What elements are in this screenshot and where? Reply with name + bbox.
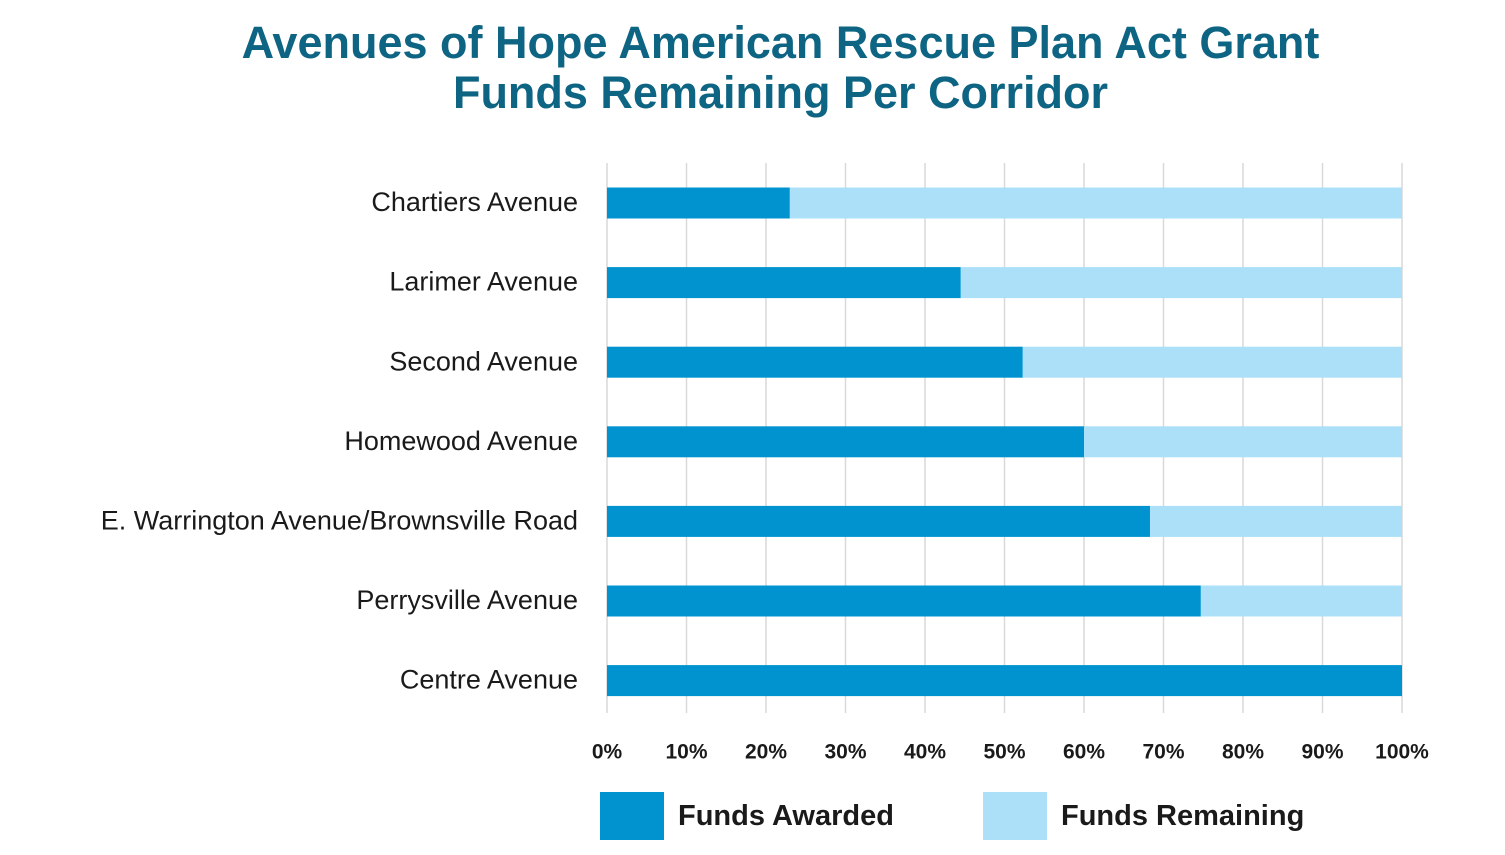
legend-item-funds-awarded: Funds Awarded bbox=[600, 792, 894, 840]
chart-title-line-2: Funds Remaining Per Corridor bbox=[452, 67, 1109, 118]
category-label: Homewood Avenue bbox=[344, 426, 578, 456]
x-tick-label: 70% bbox=[1142, 741, 1184, 764]
x-tick-label: 50% bbox=[983, 741, 1025, 764]
category-labels: Chartiers Avenue Larimer Avenue Second Ave… bbox=[101, 187, 578, 695]
bar-funds-awarded bbox=[607, 585, 1201, 617]
legend-item-funds-remaining: Funds Remaining bbox=[983, 792, 1304, 840]
bars bbox=[607, 187, 1402, 697]
bar-funds-awarded bbox=[607, 426, 1084, 458]
bar-funds-awarded bbox=[607, 505, 1150, 537]
bar-funds-awarded bbox=[607, 267, 961, 299]
category-label: Centre Avenue bbox=[400, 665, 578, 695]
category-label: E. Warrington Avenue/Brownsville Road bbox=[101, 506, 578, 536]
x-tick-label: 80% bbox=[1222, 741, 1264, 764]
x-tick-label: 20% bbox=[745, 741, 787, 764]
bar-funds-awarded bbox=[607, 187, 790, 219]
category-label: Chartiers Avenue bbox=[371, 187, 578, 217]
x-tick-label: 100% bbox=[1375, 741, 1429, 764]
x-tick-label: 10% bbox=[665, 741, 707, 764]
x-tick-label: 90% bbox=[1301, 741, 1343, 764]
bar-funds-awarded bbox=[607, 665, 1402, 697]
x-tick-label: 40% bbox=[904, 741, 946, 764]
bar-chart: Chartiers Avenue Larimer Avenue Second Ave… bbox=[101, 163, 1429, 764]
legend-swatch-funds-remaining bbox=[983, 792, 1047, 840]
x-tick-label: 30% bbox=[824, 741, 866, 764]
category-label: Larimer Avenue bbox=[389, 267, 578, 297]
bar-funds-remaining bbox=[1022, 346, 1402, 378]
bar-funds-awarded bbox=[607, 346, 1023, 378]
legend-label-funds-remaining: Funds Remaining bbox=[1061, 799, 1305, 832]
x-tick-label: 0% bbox=[592, 741, 623, 764]
x-tick-label: 60% bbox=[1063, 741, 1105, 764]
bar-funds-remaining bbox=[1149, 505, 1402, 537]
bar-funds-remaining bbox=[1084, 426, 1402, 458]
category-label: Second Avenue bbox=[389, 346, 578, 376]
bar-funds-remaining bbox=[789, 187, 1402, 219]
x-axis-tick-labels: 0% 10% 20% 30% 40% 50% 60% 70% 80% 90% 100% bbox=[592, 741, 1429, 764]
chart-title-line-1: Avenues of Hope American Rescue Plan Act… bbox=[241, 17, 1320, 68]
bar-funds-remaining bbox=[960, 267, 1402, 299]
category-label: Perrysville Avenue bbox=[356, 585, 578, 615]
legend-label-funds-awarded: Funds Awarded bbox=[678, 799, 894, 832]
legend-swatch-funds-awarded bbox=[600, 792, 664, 840]
bar-funds-remaining bbox=[1200, 585, 1402, 617]
